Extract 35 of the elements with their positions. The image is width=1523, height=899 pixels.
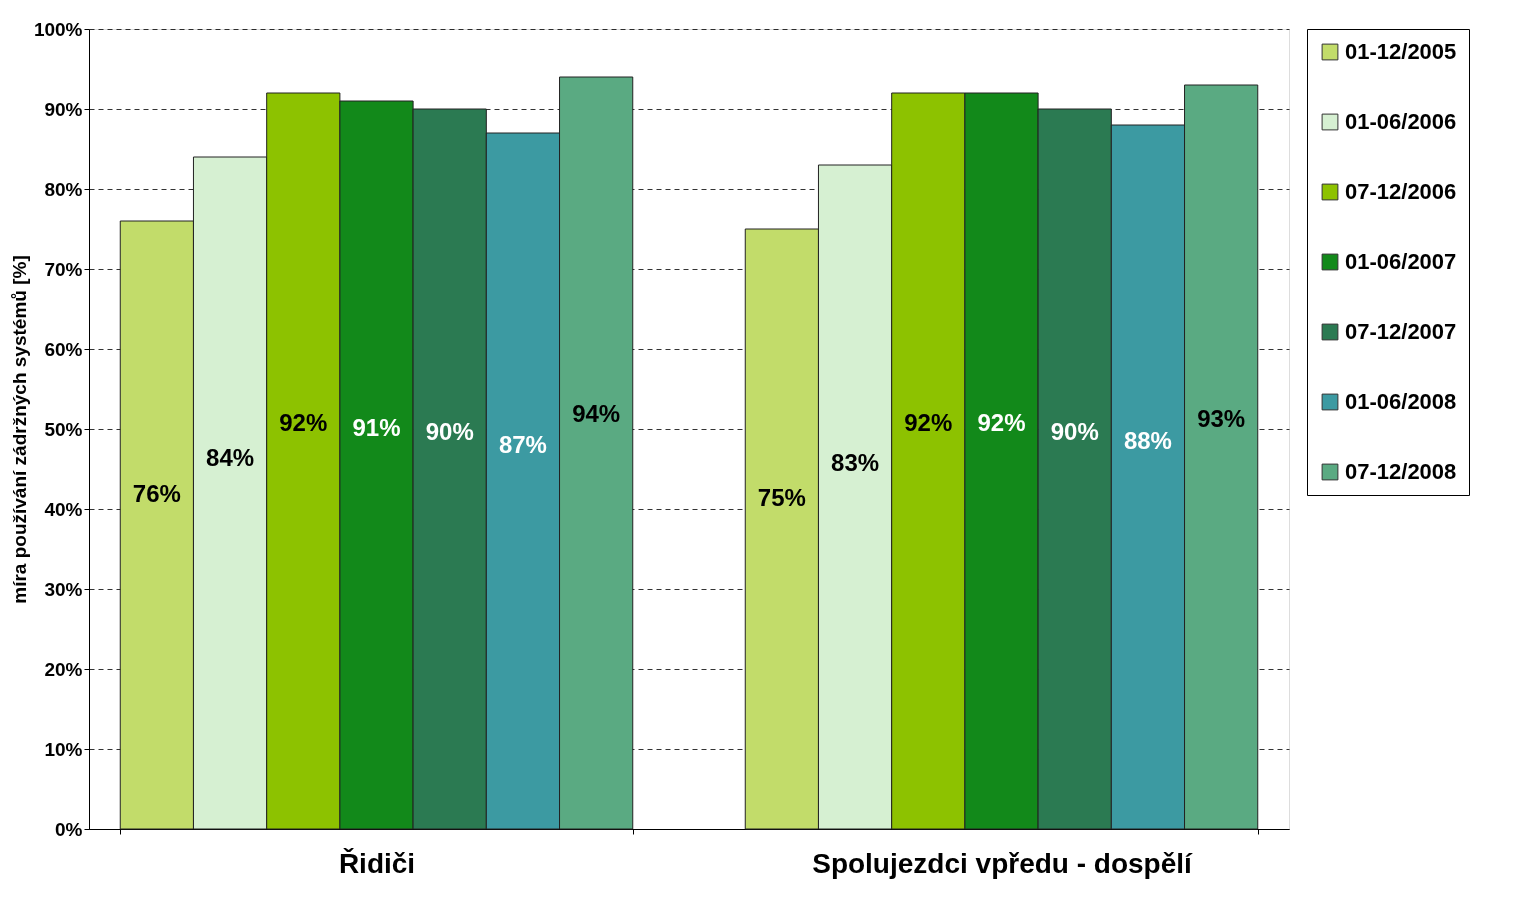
y-tick-label: 60% xyxy=(44,338,83,360)
y-axis-title: míra používání zádržných systémů [%] xyxy=(8,255,30,604)
data-label: 93% xyxy=(1197,404,1246,432)
data-label: 92% xyxy=(977,409,1026,437)
x-tick-label: Spolujezdci vpředu - dospělí xyxy=(812,847,1194,879)
data-label: 87% xyxy=(498,431,547,459)
legend-label: 01-06/2007 xyxy=(1345,249,1457,274)
data-label: 90% xyxy=(1050,418,1099,445)
data-label: 75% xyxy=(757,484,806,511)
legend-label: 07-12/2006 xyxy=(1345,179,1457,204)
y-tick-label: 80% xyxy=(44,178,83,200)
data-label: 92% xyxy=(279,409,328,437)
y-tick-label: 0% xyxy=(55,818,83,840)
data-label: 92% xyxy=(904,409,953,437)
legend-label: 01-06/2006 xyxy=(1345,109,1457,134)
y-tick-label: 20% xyxy=(44,658,83,680)
data-label: 88% xyxy=(1123,426,1172,454)
y-tick-label: 90% xyxy=(44,98,83,120)
y-tick-label: 100% xyxy=(33,18,83,40)
x-tick-label: Řidiči xyxy=(338,847,416,879)
data-label: 76% xyxy=(132,479,181,507)
data-label: 83% xyxy=(831,448,880,476)
y-tick-label: 70% xyxy=(44,258,83,280)
legend-label: 07-12/2007 xyxy=(1345,319,1457,344)
data-label: 94% xyxy=(572,400,621,428)
data-label: 84% xyxy=(206,444,255,472)
legend-label: 01-12/2005 xyxy=(1345,39,1457,64)
data-label: 91% xyxy=(352,413,401,441)
y-tick-label: 30% xyxy=(44,578,83,600)
y-tick-label: 40% xyxy=(44,498,83,520)
data-label: 90% xyxy=(425,418,474,445)
y-tick-label: 10% xyxy=(44,738,83,760)
legend-label: 01-06/2008 xyxy=(1345,389,1457,414)
y-tick-label: 50% xyxy=(44,418,83,440)
legend-label: 07-12/2008 xyxy=(1345,459,1457,484)
